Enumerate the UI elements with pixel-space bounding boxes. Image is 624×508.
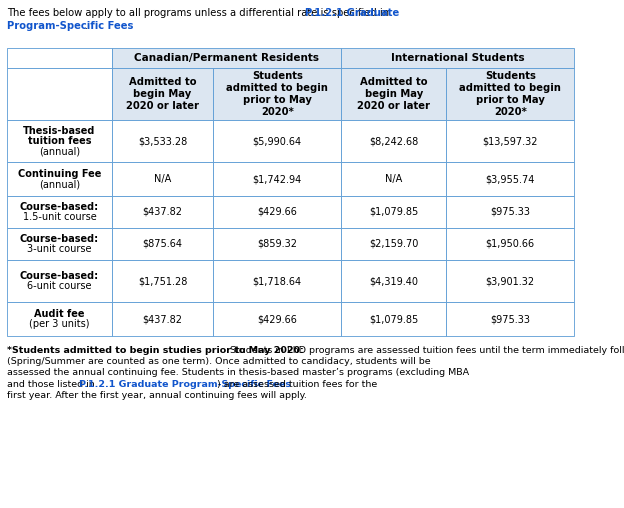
Text: $3,955.74: $3,955.74: [485, 174, 535, 184]
Text: $1,742.94: $1,742.94: [253, 174, 302, 184]
Text: Continuing Fee: Continuing Fee: [17, 169, 101, 179]
Text: Audit fee: Audit fee: [34, 309, 85, 319]
Text: Canadian/Permanent Residents: Canadian/Permanent Residents: [134, 53, 319, 63]
Bar: [446, 120, 574, 162]
Text: $1,751.28: $1,751.28: [138, 276, 187, 286]
Bar: [112, 196, 213, 228]
Text: Students
admitted to begin
prior to May
2020*: Students admitted to begin prior to May …: [227, 71, 328, 117]
Bar: [112, 228, 213, 260]
Bar: [112, 68, 213, 120]
Text: (Spring/Summer are counted as one term). Once admitted to candidacy, students wi: (Spring/Summer are counted as one term).…: [7, 357, 431, 366]
Text: $975.33: $975.33: [490, 207, 530, 217]
Text: Students in PhD programs are assessed tuition fees until the term immediately fo: Students in PhD programs are assessed tu…: [230, 346, 624, 355]
Text: (annual): (annual): [39, 146, 80, 156]
Text: Thesis-based: Thesis-based: [23, 125, 95, 136]
Text: $1,079.85: $1,079.85: [369, 207, 418, 217]
Text: $8,242.68: $8,242.68: [369, 136, 418, 146]
Bar: [446, 302, 574, 336]
Bar: [341, 196, 446, 228]
Bar: [213, 302, 341, 336]
Bar: [213, 260, 341, 302]
Text: $1,079.85: $1,079.85: [369, 314, 418, 324]
Bar: [112, 162, 213, 196]
Bar: [446, 228, 574, 260]
Text: $4,319.40: $4,319.40: [369, 276, 418, 286]
Bar: [341, 68, 446, 120]
Bar: [7, 260, 112, 302]
Text: P.1.2.1 Graduate: P.1.2.1 Graduate: [305, 8, 399, 18]
Text: ) are assessed tuition fees for the: ) are assessed tuition fees for the: [217, 379, 378, 389]
Bar: [213, 120, 341, 162]
Text: 3-unit course: 3-unit course: [27, 244, 92, 254]
Text: $13,597.32: $13,597.32: [482, 136, 538, 146]
Bar: [213, 68, 341, 120]
Bar: [7, 68, 112, 120]
Text: $3,533.28: $3,533.28: [138, 136, 187, 146]
Text: N/A: N/A: [154, 174, 171, 184]
Text: $1,950.66: $1,950.66: [485, 239, 535, 249]
Text: International Students: International Students: [391, 53, 525, 63]
Text: (per 3 units): (per 3 units): [29, 319, 90, 329]
Bar: [7, 162, 112, 196]
Text: 6-unit course: 6-unit course: [27, 281, 92, 291]
Text: $859.32: $859.32: [257, 239, 297, 249]
Text: Course-based:: Course-based:: [20, 202, 99, 212]
Text: and those listed in: and those listed in: [7, 379, 98, 389]
Bar: [341, 228, 446, 260]
Text: $5,990.64: $5,990.64: [253, 136, 302, 146]
Text: $429.66: $429.66: [257, 314, 297, 324]
Text: 1.5-unit course: 1.5-unit course: [22, 212, 96, 223]
Bar: [341, 162, 446, 196]
Bar: [7, 196, 112, 228]
Text: $975.33: $975.33: [490, 314, 530, 324]
Bar: [7, 302, 112, 336]
Bar: [213, 228, 341, 260]
Bar: [112, 120, 213, 162]
Bar: [112, 48, 341, 68]
Text: Students
admitted to begin
prior to May
2020*: Students admitted to begin prior to May …: [459, 71, 561, 117]
Text: $429.66: $429.66: [257, 207, 297, 217]
Text: $875.64: $875.64: [142, 239, 183, 249]
Bar: [7, 120, 112, 162]
Bar: [213, 196, 341, 228]
Text: *Students admitted to begin studies prior to May 2020:: *Students admitted to begin studies prio…: [7, 346, 307, 355]
Text: $3,901.32: $3,901.32: [485, 276, 535, 286]
Bar: [7, 228, 112, 260]
Bar: [341, 260, 446, 302]
Text: The fees below apply to all programs unless a differential rate is specified in: The fees below apply to all programs unl…: [7, 8, 392, 18]
Bar: [341, 48, 574, 68]
Text: first year. After the first year, annual continuing fees will apply.: first year. After the first year, annual…: [7, 391, 307, 400]
Text: P.1.2.1 Graduate Program-Specific Fees: P.1.2.1 Graduate Program-Specific Fees: [79, 379, 291, 389]
Text: Admitted to
begin May
2020 or later: Admitted to begin May 2020 or later: [126, 77, 199, 111]
Bar: [446, 162, 574, 196]
Text: $437.82: $437.82: [142, 207, 183, 217]
Bar: [7, 48, 112, 68]
Text: $1,718.64: $1,718.64: [253, 276, 302, 286]
Text: (annual): (annual): [39, 179, 80, 189]
Text: Course-based:: Course-based:: [20, 271, 99, 281]
Bar: [446, 196, 574, 228]
Text: Course-based:: Course-based:: [20, 234, 99, 244]
Text: $2,159.70: $2,159.70: [369, 239, 419, 249]
Bar: [341, 302, 446, 336]
Bar: [112, 260, 213, 302]
Text: $437.82: $437.82: [142, 314, 183, 324]
Text: Program-Specific Fees: Program-Specific Fees: [7, 21, 134, 31]
Text: .: .: [85, 21, 89, 31]
Text: assessed the annual continuing fee. Students in thesis-based master’s programs (: assessed the annual continuing fee. Stud…: [7, 368, 469, 377]
Text: Admitted to
begin May
2020 or later: Admitted to begin May 2020 or later: [357, 77, 430, 111]
Text: tuition fees: tuition fees: [27, 136, 91, 146]
Bar: [213, 162, 341, 196]
Bar: [446, 68, 574, 120]
Bar: [112, 302, 213, 336]
Bar: [341, 120, 446, 162]
Text: N/A: N/A: [385, 174, 402, 184]
Bar: [446, 260, 574, 302]
